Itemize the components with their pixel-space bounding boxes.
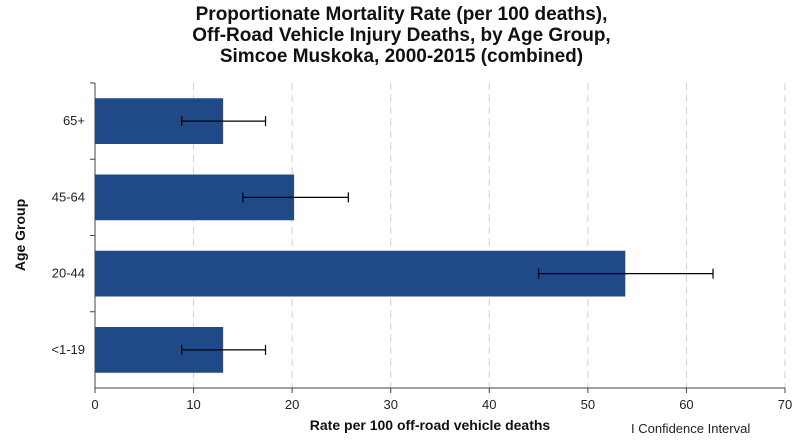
tick-labels: 0 10 20 30 40 50 60 70 65+ 45-64 20-44 <1-19 [51, 113, 792, 412]
y-tick-label: 45-64 [52, 189, 85, 204]
x-tick-label: 50 [581, 397, 595, 412]
y-axis-title: Age Group [12, 199, 28, 271]
axes [90, 82, 786, 393]
title-line-1: Proportionate Mortality Rate (per 100 de… [195, 4, 608, 25]
x-tick-label: 70 [778, 397, 792, 412]
x-tick-label: 10 [186, 397, 200, 412]
x-tick-label: 60 [679, 397, 693, 412]
x-axis-title: Rate per 100 off-road vehicle deaths [310, 417, 551, 433]
title-line-3: Simcoe Muskoka, 2000-2015 (combined) [219, 46, 584, 67]
y-tick-label: 65+ [63, 113, 85, 128]
x-tick-label: 0 [91, 397, 98, 412]
gridlines [193, 83, 786, 388]
x-tick-label: 40 [482, 397, 496, 412]
bar [95, 250, 626, 297]
y-tick-label: 20-44 [52, 266, 85, 281]
x-tick-label: 30 [383, 397, 397, 412]
chart-title: Proportionate Mortality Rate (per 100 de… [0, 4, 803, 67]
y-tick-label: <1-19 [51, 342, 85, 357]
ci-legend: I Confidence Interval [631, 421, 751, 436]
confidence-intervals [181, 116, 714, 355]
title-line-2: Off-Road Vehicle Injury Deaths, by Age G… [192, 25, 611, 46]
x-tick-label: 20 [285, 397, 299, 412]
bars [95, 98, 626, 373]
